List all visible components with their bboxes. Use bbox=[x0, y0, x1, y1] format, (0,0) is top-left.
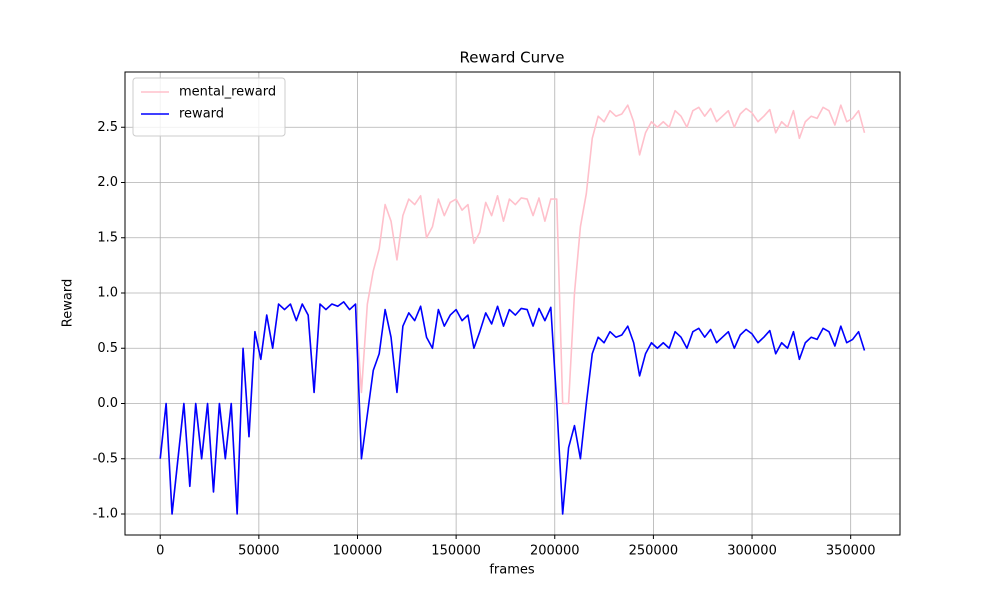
legend-label: mental_reward bbox=[179, 85, 276, 100]
x-tick-label: 250000 bbox=[629, 544, 679, 559]
legend-box bbox=[132, 77, 286, 137]
x-tick-label: 350000 bbox=[826, 544, 876, 559]
y-tick-label: 1.5 bbox=[97, 230, 118, 245]
y-tick-label: -1.0 bbox=[93, 507, 118, 522]
y-axis-label: Reward bbox=[61, 279, 76, 327]
x-tick-label: 100000 bbox=[333, 544, 383, 559]
line bbox=[159, 301, 866, 515]
y-tick-label: 2.0 bbox=[97, 175, 118, 190]
x-tick-label: 200000 bbox=[530, 544, 580, 559]
legend-label: reward bbox=[179, 107, 224, 122]
y-tick-label: 0.0 bbox=[97, 396, 118, 411]
x-tick-label: 300000 bbox=[727, 544, 777, 559]
x-axis-label: frames bbox=[489, 563, 535, 578]
chart-title: Reward Curve bbox=[460, 49, 565, 67]
y-tick-label: 0.5 bbox=[97, 341, 118, 356]
y-tick-label: 1.0 bbox=[97, 286, 118, 301]
x-tick-label: 0 bbox=[156, 544, 164, 559]
plot-frame bbox=[124, 71, 901, 536]
y-tick-label: 2.5 bbox=[97, 120, 118, 135]
y-tick-label: -0.5 bbox=[93, 451, 118, 466]
x-tick-label: 150000 bbox=[431, 544, 481, 559]
x-tick-label: 50000 bbox=[238, 544, 279, 559]
